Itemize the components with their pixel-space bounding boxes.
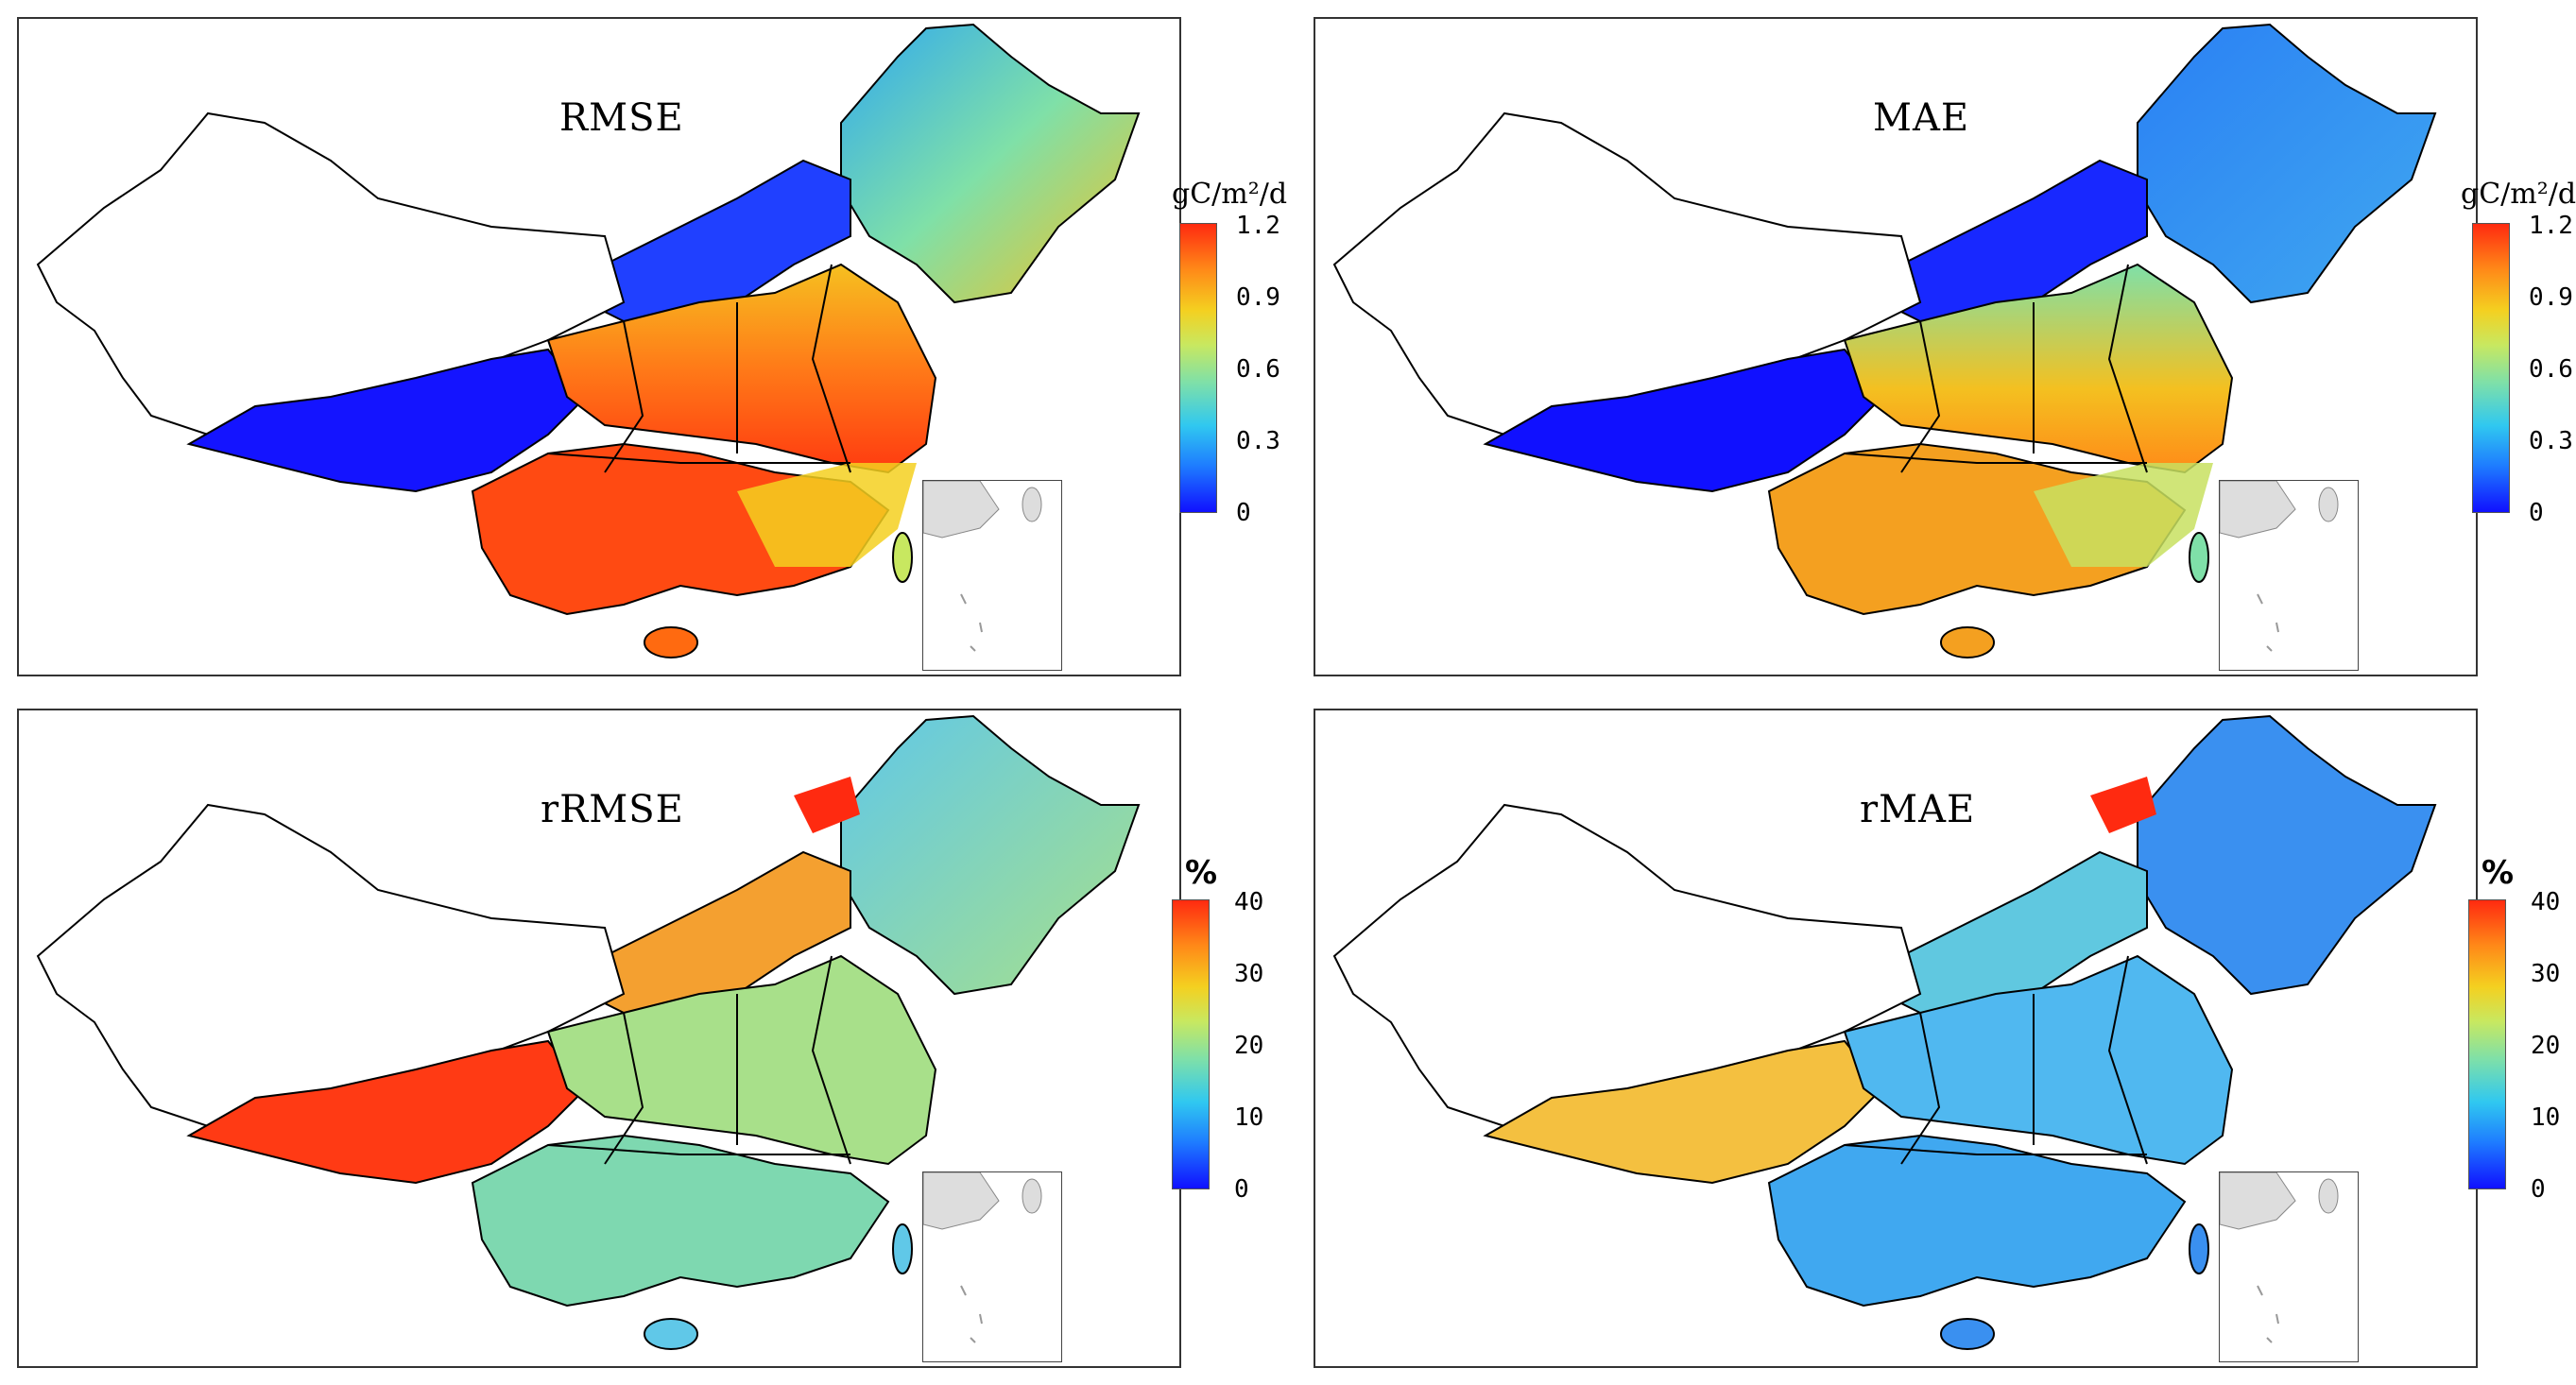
colorbar (1172, 899, 1210, 1189)
china-map-mae (1332, 23, 2437, 658)
legend-unit: gC/m²/d (1172, 178, 1288, 211)
colorbar (1179, 223, 1217, 513)
tick-label: 10 (2531, 1103, 2561, 1132)
map-panel-mae: MAE (1314, 17, 2478, 676)
tick-label: 10 (1234, 1103, 1264, 1132)
region-southeast (737, 463, 917, 567)
map-panel-rmse: RMSE (17, 17, 1181, 676)
hainan (1940, 1318, 1995, 1350)
tick-label: 20 (1234, 1032, 1264, 1060)
tick-label: 0 (2529, 499, 2544, 527)
tick-label: 0.6 (2529, 355, 2573, 384)
region-central (1843, 263, 2234, 474)
tick-label: 0.6 (1236, 355, 1280, 384)
hainan (1940, 626, 1995, 658)
region-northeast (840, 714, 1141, 996)
south-china-sea-inset (922, 1171, 1062, 1362)
tick-label: 0 (1236, 499, 1251, 527)
legend-unit: % (1185, 854, 1218, 892)
region-south (471, 1134, 890, 1308)
region-northeast (840, 23, 1141, 304)
tick-label: 1.2 (2529, 212, 2573, 240)
tick-label: 0.9 (2529, 283, 2573, 312)
legend-unit: gC/m²/d (2461, 178, 2576, 211)
hotspot-north (794, 777, 860, 833)
panel-title: MAE (1873, 96, 1970, 140)
region-southeast (2034, 463, 2213, 567)
tick-label: 40 (1234, 888, 1264, 916)
tick-label: 0 (2531, 1175, 2546, 1204)
taiwan (892, 532, 913, 583)
map-panel-rrmse: rRMSE (17, 709, 1181, 1368)
hotspot-north (2090, 777, 2156, 833)
colorbar (2468, 899, 2506, 1189)
taiwan (892, 1223, 913, 1274)
tick-label: 0.3 (1236, 427, 1280, 455)
region-northeast (2137, 23, 2437, 304)
region-central (546, 263, 937, 474)
tick-label: 0 (1234, 1175, 1249, 1204)
hainan (644, 1318, 698, 1350)
china-map-rmse (36, 23, 1141, 658)
tick-label: 1.2 (1236, 212, 1280, 240)
panel-title: RMSE (559, 96, 684, 140)
region-south (1767, 1134, 2187, 1308)
panel-title: rMAE (1860, 788, 1976, 831)
tick-label: 30 (1234, 960, 1264, 988)
tick-label: 0.9 (1236, 283, 1280, 312)
south-china-sea-inset (922, 480, 1062, 671)
region-central (1843, 954, 2234, 1166)
china-map-rrmse (36, 714, 1141, 1350)
hainan (644, 626, 698, 658)
tick-label: 0.3 (2529, 427, 2573, 455)
map-panel-rmae: rMAE (1314, 709, 2478, 1368)
panel-title: rRMSE (541, 788, 684, 831)
colorbar (2472, 223, 2510, 513)
south-china-sea-inset (2219, 480, 2359, 671)
region-northeast (2137, 714, 2437, 996)
china-map-rmae (1332, 714, 2437, 1350)
taiwan (2189, 532, 2209, 583)
legend-unit: % (2482, 854, 2515, 892)
south-china-sea-inset (2219, 1171, 2359, 1362)
tick-label: 20 (2531, 1032, 2561, 1060)
tick-label: 30 (2531, 960, 2561, 988)
taiwan (2189, 1223, 2209, 1274)
region-central (546, 954, 937, 1166)
tick-label: 40 (2531, 888, 2561, 916)
